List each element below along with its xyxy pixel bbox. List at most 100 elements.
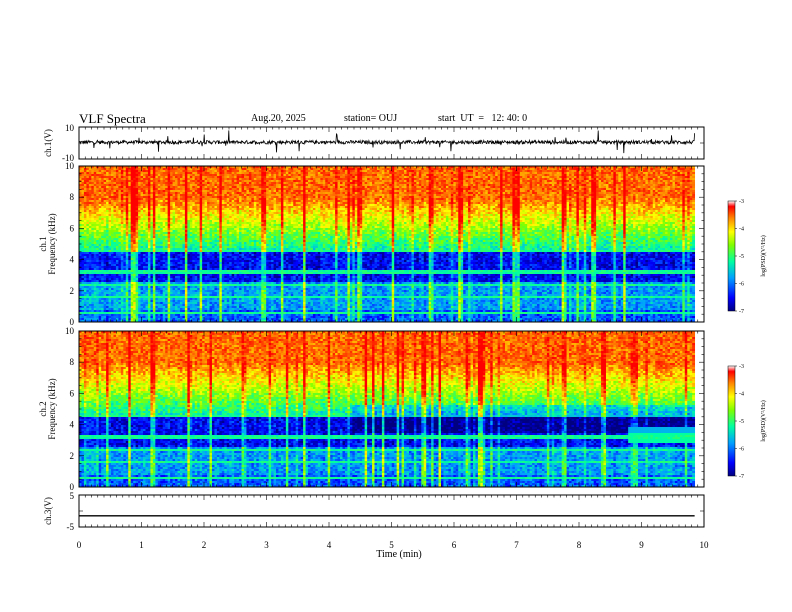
spectrogram-cell	[120, 172, 124, 175]
spectrogram-cell	[470, 166, 474, 169]
spectrogram-cell	[475, 174, 479, 177]
spectrogram-cell	[91, 182, 95, 185]
spectrogram-cell	[608, 178, 612, 181]
spectrogram-cell	[214, 172, 218, 175]
spectrogram-cell	[111, 176, 114, 179]
spectrogram-cell	[625, 176, 629, 179]
spectrogram-cell	[674, 176, 678, 179]
spectrogram-cell	[554, 182, 558, 185]
spectrogram-cell	[517, 166, 521, 169]
spectrogram-cell	[162, 170, 166, 173]
spectrogram-cell	[372, 172, 375, 175]
spectrogram-cell	[413, 182, 417, 185]
spectrogram-cell	[554, 178, 558, 181]
spectrogram-cell	[354, 170, 358, 173]
spectrogram-cell	[263, 168, 267, 171]
spectrogram-cell	[445, 180, 449, 183]
spectrogram-cell	[362, 182, 366, 185]
spectrogram-cell	[221, 170, 225, 173]
spectrogram-cell	[182, 184, 186, 187]
spectrogram-cell	[214, 174, 218, 177]
spectrogram-cell	[571, 182, 575, 185]
spectrogram-cell	[505, 176, 508, 179]
spectrogram-cell	[406, 178, 410, 181]
spectrogram-cell	[263, 172, 267, 175]
spectrogram-cell	[335, 182, 338, 185]
spectrogram-cell	[482, 176, 486, 179]
spectrogram-cell	[581, 176, 585, 179]
spectrogram-cell	[381, 180, 385, 183]
spectrogram-cell	[209, 180, 213, 183]
spectrogram-cell	[221, 176, 225, 179]
spectrogram-cell	[517, 168, 521, 171]
spectrogram-cell	[588, 166, 592, 169]
spectrogram-cell	[192, 176, 196, 179]
spectrogram-cell	[204, 172, 208, 175]
spectrogram-cell	[290, 166, 294, 169]
spectrogram-cell	[576, 174, 580, 177]
spectrogram-cell	[623, 182, 627, 185]
spectrogram-cell	[160, 178, 164, 181]
spectrogram-cell	[623, 172, 627, 175]
spectrogram-cell	[261, 176, 265, 179]
spectrogram-cell	[285, 176, 289, 179]
spectrogram-cell	[170, 178, 173, 181]
spectrogram-cell	[216, 182, 220, 185]
spectrogram-cell	[404, 168, 407, 171]
spectrogram-cell	[194, 168, 198, 171]
spectrogram-cell	[211, 176, 215, 179]
spectrogram-cell	[187, 180, 191, 183]
spectrogram-cell	[248, 182, 252, 185]
spectrogram-cell	[322, 166, 326, 169]
spectrogram-cell	[389, 178, 393, 181]
spectrogram-cell	[532, 170, 535, 173]
spectrogram-cell	[175, 184, 178, 187]
spectrogram-cell	[293, 168, 297, 171]
spectrogram-cell	[266, 182, 270, 185]
spectrogram-cell	[152, 166, 156, 169]
spectrogram-cell	[243, 180, 247, 183]
spectrogram-cell	[96, 176, 100, 179]
spectrogram-cell	[460, 168, 464, 171]
spectrogram-cell	[157, 178, 161, 181]
spectrogram-cell	[418, 166, 422, 169]
spectrogram-cell	[635, 182, 639, 185]
spectrogram-cell	[128, 174, 132, 177]
spectrogram-cell	[401, 172, 405, 175]
spectrogram-cell	[502, 172, 506, 175]
spectrogram-cell	[389, 180, 393, 183]
spectrogram-cell	[480, 182, 484, 185]
spectrogram-cell	[399, 174, 402, 177]
spectrogram-cell	[448, 172, 452, 175]
spectrogram-cell	[633, 178, 636, 181]
spectrogram-cell	[613, 170, 617, 173]
spectrogram-cell	[413, 174, 417, 177]
spectrogram-cell	[248, 176, 252, 179]
spectrogram-cell	[290, 168, 294, 171]
spectrogram-cell	[175, 182, 178, 185]
spectrogram-cell	[551, 174, 555, 177]
spectrogram-cell	[167, 166, 171, 169]
spectrogram-cell	[672, 180, 676, 183]
spectrogram-cell	[83, 184, 87, 187]
spectrogram-cell	[335, 174, 338, 177]
spectrogram-cell	[96, 168, 100, 171]
spectrogram-cell	[98, 174, 102, 177]
spectrogram-cell	[214, 176, 218, 179]
spectrogram-cell	[630, 180, 634, 183]
spectrogram-cell	[374, 174, 378, 177]
spectrogram-cell	[162, 184, 166, 187]
spectrogram-cell	[145, 174, 149, 177]
spectrogram-cell	[465, 180, 469, 183]
spectrogram-cell	[672, 176, 676, 179]
spectrogram-cell	[527, 172, 531, 175]
spectrogram-cell	[480, 172, 484, 175]
spectrogram-cell	[549, 182, 553, 185]
spectrogram-cell	[588, 180, 592, 183]
spectrogram-cell	[263, 178, 267, 181]
spectrogram-cell	[231, 182, 235, 185]
spectrogram-cell	[618, 172, 622, 175]
spectrogram-cell	[527, 170, 531, 173]
spectrogram-cell	[303, 174, 306, 177]
